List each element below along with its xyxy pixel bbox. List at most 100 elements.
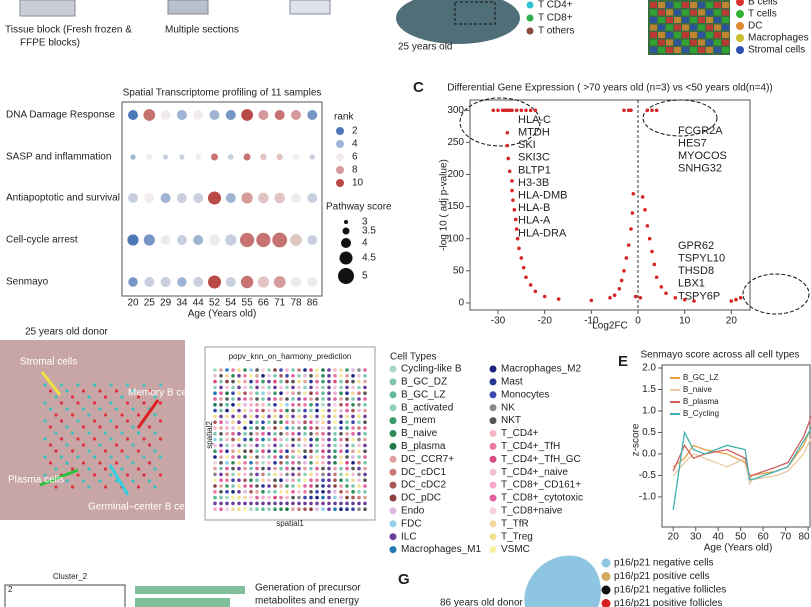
axis-label: Age (Years old) [704, 543, 773, 554]
spot [231, 490, 235, 494]
dot [176, 235, 187, 245]
grid-cell [706, 24, 713, 31]
grid-cell [650, 32, 657, 38]
spot [147, 389, 152, 393]
spot [81, 443, 86, 447]
grid-cell [714, 2, 721, 8]
spot [339, 391, 343, 396]
tissue-image [524, 555, 601, 607]
dot [163, 154, 169, 160]
spot [237, 507, 241, 512]
spot [279, 466, 283, 471]
spot [327, 455, 331, 459]
point [533, 289, 538, 294]
legend-swatch [389, 520, 397, 528]
x-tick-label: 44 [193, 298, 205, 309]
spot [315, 368, 319, 372]
spot [243, 501, 247, 506]
spot [363, 484, 367, 488]
spot [213, 385, 217, 390]
spot [237, 478, 241, 483]
spot [231, 466, 235, 471]
chart-title: Spatial Transcriptome profiling of 11 sa… [123, 88, 322, 99]
dot [274, 110, 285, 120]
spot [219, 455, 223, 459]
gene-label: HLA-C [518, 114, 551, 126]
spot [267, 461, 271, 465]
spot [315, 472, 319, 477]
spot [285, 397, 289, 401]
spot [297, 414, 301, 419]
spot [333, 490, 337, 494]
spot [303, 426, 307, 430]
spot [261, 472, 265, 477]
spot [65, 443, 69, 447]
spot [327, 397, 331, 401]
spot [285, 368, 289, 372]
spot [255, 490, 259, 494]
spot [43, 419, 47, 423]
spot [225, 368, 229, 372]
legend-swatch [489, 520, 497, 528]
spot [363, 414, 367, 419]
spot [315, 432, 319, 436]
legend-swatch [389, 455, 397, 463]
spot [136, 449, 141, 453]
dot [176, 193, 187, 203]
legend-swatch [338, 268, 354, 284]
legend-label: DC_CCR7+ [401, 454, 454, 465]
spot [363, 466, 367, 471]
spot [249, 466, 253, 471]
spot [279, 391, 283, 396]
x-tick-label: 78 [290, 298, 302, 309]
spot [291, 403, 295, 407]
spot [213, 443, 217, 448]
spot [219, 466, 223, 471]
dot [209, 110, 220, 120]
spot [249, 495, 253, 500]
x-tick-label: -10 [584, 316, 599, 327]
spot [339, 495, 343, 500]
legend-label: B_plasma [683, 397, 719, 406]
spot [255, 374, 259, 378]
spot [351, 379, 355, 384]
spot [249, 501, 253, 506]
spot [131, 479, 135, 483]
spot [261, 455, 265, 459]
grid-cell [706, 9, 713, 16]
spot [255, 501, 259, 506]
spot [136, 413, 141, 417]
spot [255, 385, 259, 390]
spot [279, 374, 283, 378]
spot [315, 484, 319, 488]
spot [54, 395, 58, 399]
dot [225, 193, 236, 203]
legend-label: p16/p21 negative cells [614, 558, 714, 569]
spot [225, 374, 229, 378]
spot [291, 397, 295, 401]
spot [291, 495, 295, 500]
spot [255, 391, 259, 396]
point [640, 195, 645, 199]
spot [109, 383, 113, 387]
spot [351, 484, 355, 488]
spot [261, 501, 265, 506]
legend-label: 4 [352, 139, 358, 150]
grid-cell [690, 47, 697, 53]
grid-cell [722, 9, 729, 16]
spot [219, 408, 223, 413]
spot [345, 385, 349, 390]
spot [131, 407, 135, 411]
spot [357, 420, 361, 425]
spot [76, 455, 80, 459]
spot [243, 455, 247, 459]
spot [92, 401, 97, 405]
spot [98, 443, 102, 447]
spot [297, 490, 301, 494]
dot [193, 235, 204, 245]
spot [321, 507, 325, 512]
legend-swatch [389, 546, 397, 554]
spot [219, 403, 223, 407]
grid-cell [674, 32, 681, 38]
spot [225, 455, 229, 459]
